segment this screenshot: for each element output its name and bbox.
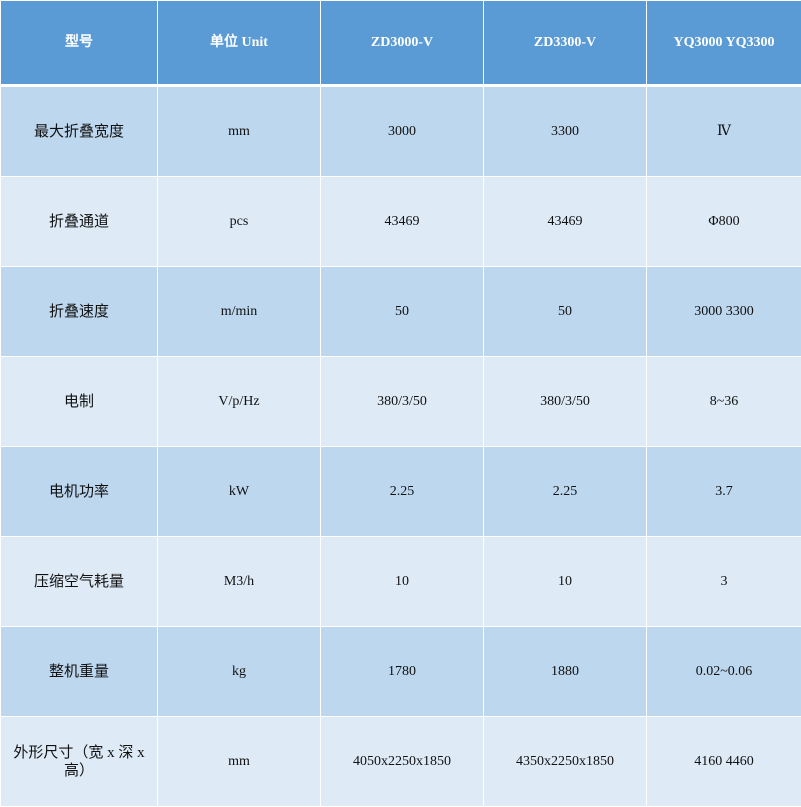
header-zd3300: ZD3300-V <box>484 1 647 86</box>
cell-unit: kg <box>158 627 321 717</box>
cell-yq-value: 3.7 <box>647 447 801 537</box>
cell-param: 压缩空气耗量 <box>1 537 158 627</box>
header-model: 型号 <box>1 1 158 86</box>
cell-zd3300-value: 43469 <box>484 177 647 267</box>
cell-zd3300-value: 10 <box>484 537 647 627</box>
cell-zd3300-value: 3300 <box>484 86 647 177</box>
cell-zd3000-value: 1780 <box>321 627 484 717</box>
cell-unit: m/min <box>158 267 321 357</box>
cell-zd3300-value: 4350x2250x1850 <box>484 717 647 807</box>
cell-param: 电机功率 <box>1 447 158 537</box>
cell-param: 外形尺寸（宽 x 深 x 高） <box>1 717 158 807</box>
cell-zd3000-value: 10 <box>321 537 484 627</box>
cell-param: 最大折叠宽度 <box>1 86 158 177</box>
cell-param: 整机重量 <box>1 627 158 717</box>
header-yq: YQ3000 YQ3300 <box>647 1 801 86</box>
cell-zd3000-value: 3000 <box>321 86 484 177</box>
header-row: 型号 单位 Unit ZD3000-V ZD3300-V YQ3000 YQ33… <box>1 1 801 86</box>
cell-zd3300-value: 380/3/50 <box>484 357 647 447</box>
cell-yq-value: 3 <box>647 537 801 627</box>
cell-unit: pcs <box>158 177 321 267</box>
cell-zd3000-value: 2.25 <box>321 447 484 537</box>
cell-unit: V/p/Hz <box>158 357 321 447</box>
cell-param: 电制 <box>1 357 158 447</box>
cell-unit: mm <box>158 717 321 807</box>
cell-yq-value: 0.02~0.06 <box>647 627 801 717</box>
cell-unit: M3/h <box>158 537 321 627</box>
cell-yq-value: Ⅳ <box>647 86 801 177</box>
header-zd3000: ZD3000-V <box>321 1 484 86</box>
cell-unit: mm <box>158 86 321 177</box>
cell-yq-value: Φ800 <box>647 177 801 267</box>
cell-yq-value: 8~36 <box>647 357 801 447</box>
cell-zd3000-value: 380/3/50 <box>321 357 484 447</box>
cell-zd3000-value: 50 <box>321 267 484 357</box>
cell-zd3000-value: 43469 <box>321 177 484 267</box>
cell-zd3300-value: 50 <box>484 267 647 357</box>
cell-zd3000-value: 4050x2250x1850 <box>321 717 484 807</box>
cell-yq-value: 4160 4460 <box>647 717 801 807</box>
cell-zd3300-value: 2.25 <box>484 447 647 537</box>
cell-yq-value: 3000 3300 <box>647 267 801 357</box>
cell-param: 折叠速度 <box>1 267 158 357</box>
cell-param: 折叠通道 <box>1 177 158 267</box>
cell-unit: kW <box>158 447 321 537</box>
cell-zd3300-value: 1880 <box>484 627 647 717</box>
header-unit: 单位 Unit <box>158 1 321 86</box>
